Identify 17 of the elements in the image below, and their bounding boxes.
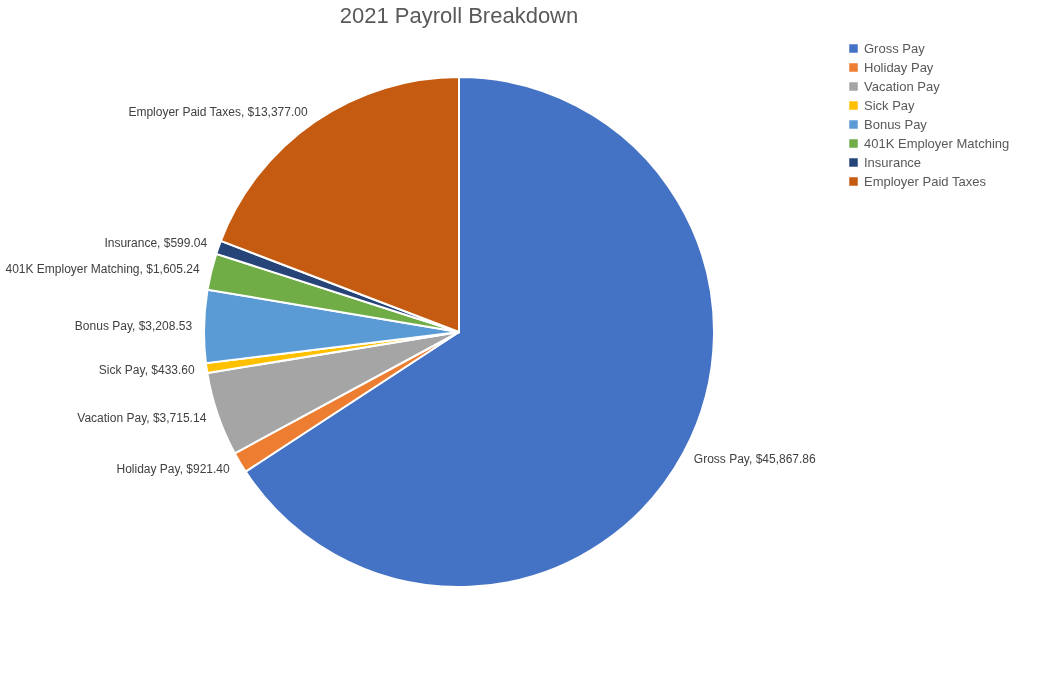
legend-label: Holiday Pay bbox=[864, 59, 934, 75]
legend-label: Insurance bbox=[864, 154, 922, 170]
chart-title: 2021 Payroll Breakdown bbox=[339, 3, 579, 28]
data-label: Vacation Pay, $3,715.14 bbox=[77, 411, 207, 426]
legend-label: Employer Paid Taxes bbox=[864, 173, 987, 189]
data-label: 401K Employer Matching, $1,605.24 bbox=[5, 261, 200, 276]
data-label: Bonus Pay, $3,208.53 bbox=[74, 319, 193, 334]
data-label: Sick Pay, $433.60 bbox=[98, 362, 195, 377]
data-label: Gross Pay, $45,867.86 bbox=[693, 452, 817, 467]
data-label: Employer Paid Taxes, $13,377.00 bbox=[128, 105, 308, 120]
legend-label: Vacation Pay bbox=[864, 78, 941, 94]
legend-label: 401K Employer Matching bbox=[864, 135, 1010, 151]
legend-label: Bonus Pay bbox=[864, 116, 928, 132]
legend-label: Gross Pay bbox=[864, 40, 926, 56]
data-label: Insurance, $599.04 bbox=[104, 236, 208, 251]
legend-label: Sick Pay bbox=[864, 97, 916, 113]
data-label: Holiday Pay, $921.40 bbox=[116, 461, 230, 476]
